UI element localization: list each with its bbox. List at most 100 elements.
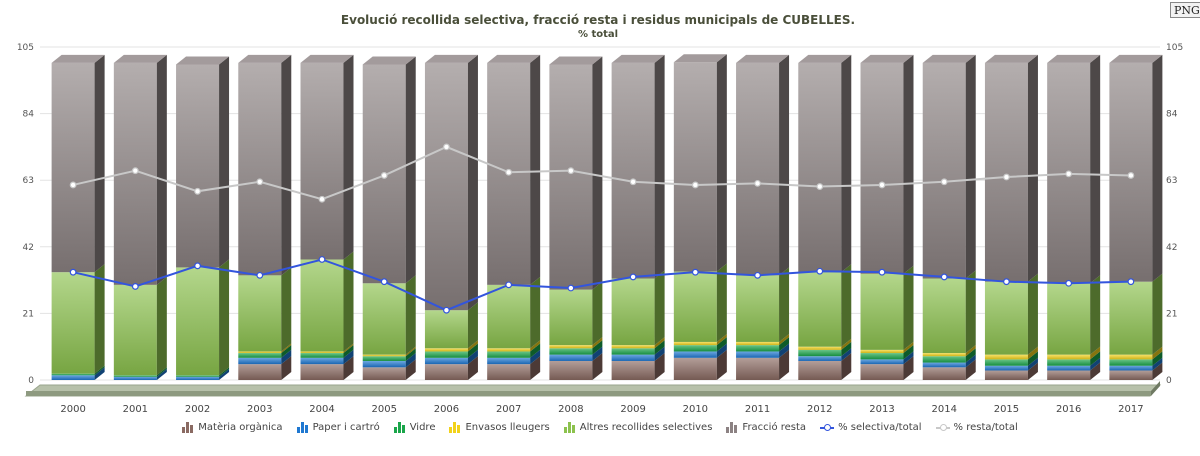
line-point[interactable]: [380, 278, 388, 286]
bar-segment[interactable]: [424, 357, 468, 365]
bar-segment[interactable]: [424, 62, 468, 311]
bar-segment[interactable]: [176, 64, 220, 268]
bar-segment[interactable]: [922, 353, 966, 357]
bar-segment[interactable]: [611, 345, 655, 349]
bar-segment[interactable]: [238, 357, 282, 365]
bar-segment[interactable]: [300, 351, 344, 354]
line-point[interactable]: [256, 178, 264, 186]
bar-segment[interactable]: [1109, 365, 1153, 371]
bar-stack-2002[interactable]: [176, 56, 230, 380]
bar-segment[interactable]: [487, 284, 531, 349]
line-point[interactable]: [131, 167, 139, 175]
line-point[interactable]: [691, 181, 699, 189]
bar-segment[interactable]: [1047, 359, 1091, 366]
bar-segment[interactable]: [860, 273, 904, 350]
bar-segment[interactable]: [424, 364, 468, 380]
bar-segment[interactable]: [984, 370, 1028, 380]
bar-segment[interactable]: [424, 310, 468, 349]
bar-segment[interactable]: [362, 367, 406, 380]
bar-segment[interactable]: [922, 62, 966, 279]
line-point[interactable]: [691, 268, 699, 276]
bar-segment[interactable]: [611, 354, 655, 361]
bar-segment[interactable]: [238, 353, 282, 358]
line-point[interactable]: [816, 267, 824, 275]
bar-segment[interactable]: [1047, 354, 1091, 360]
line-point[interactable]: [754, 271, 761, 279]
bar-segment[interactable]: [984, 62, 1028, 282]
line-point[interactable]: [318, 256, 326, 263]
bar-segment[interactable]: [922, 278, 966, 354]
line-point[interactable]: [878, 181, 886, 189]
bar-segment[interactable]: [922, 367, 966, 380]
bar-segment[interactable]: [300, 357, 344, 365]
line-point[interactable]: [629, 273, 637, 281]
line-point[interactable]: [1003, 173, 1010, 181]
bar-stack-2016[interactable]: [1047, 54, 1101, 380]
bar-segment[interactable]: [51, 373, 95, 376]
bar-segment[interactable]: [300, 259, 344, 352]
line-point[interactable]: [1127, 278, 1135, 286]
bar-segment[interactable]: [798, 346, 842, 350]
bar-segment[interactable]: [673, 351, 717, 358]
bar-segment[interactable]: [300, 353, 344, 358]
bar-segment[interactable]: [300, 62, 344, 260]
bar-stack-2011[interactable]: [736, 54, 790, 380]
bar-segment[interactable]: [549, 345, 593, 349]
png-export-button[interactable]: PNG: [1170, 2, 1200, 18]
bar-segment[interactable]: [736, 357, 780, 380]
line-point[interactable]: [1065, 170, 1073, 178]
bar-segment[interactable]: [300, 364, 344, 380]
line-point[interactable]: [629, 178, 637, 186]
bar-segment[interactable]: [176, 375, 220, 377]
line-point[interactable]: [567, 167, 575, 175]
bar-segment[interactable]: [113, 375, 157, 377]
line-point[interactable]: [256, 271, 264, 279]
legend-item[interactable]: Matèria orgànica: [182, 422, 283, 433]
legend-item[interactable]: Altres recollides selectives: [563, 422, 712, 433]
line-point[interactable]: [1003, 278, 1010, 286]
bar-segment[interactable]: [238, 62, 282, 276]
bar-segment[interactable]: [51, 272, 95, 374]
bar-stack-2012[interactable]: [798, 54, 852, 380]
bar-segment[interactable]: [238, 351, 282, 354]
line-point[interactable]: [69, 268, 77, 276]
bar-segment[interactable]: [611, 278, 655, 346]
bar-segment[interactable]: [798, 62, 842, 273]
bar-segment[interactable]: [736, 62, 780, 276]
bar-stack-2017[interactable]: [1109, 54, 1163, 380]
bar-segment[interactable]: [1047, 370, 1091, 380]
bar-stack-2005[interactable]: [362, 56, 416, 380]
bar-segment[interactable]: [798, 356, 842, 361]
bar-segment[interactable]: [487, 351, 531, 358]
bar-segment[interactable]: [362, 356, 406, 361]
bar-segment[interactable]: [798, 272, 842, 347]
bar-segment[interactable]: [798, 360, 842, 380]
bar-segment[interactable]: [487, 364, 531, 380]
bar-segment[interactable]: [549, 348, 593, 355]
bar-segment[interactable]: [673, 62, 717, 272]
bar-segment[interactable]: [1047, 283, 1091, 355]
line-point[interactable]: [1127, 172, 1135, 179]
bar-segment[interactable]: [611, 360, 655, 380]
legend-item[interactable]: Paper i cartró: [296, 422, 380, 433]
bar-segment[interactable]: [673, 341, 717, 346]
bar-stack-2007[interactable]: [487, 54, 541, 380]
bar-segment[interactable]: [673, 357, 717, 380]
bar-segment[interactable]: [487, 348, 531, 352]
bar-segment[interactable]: [362, 283, 406, 355]
bar-segment[interactable]: [1047, 365, 1091, 371]
line-point[interactable]: [318, 195, 326, 203]
line-point[interactable]: [940, 178, 948, 186]
line-point[interactable]: [443, 306, 450, 314]
bar-segment[interactable]: [611, 62, 655, 279]
bar-segment[interactable]: [113, 284, 157, 376]
bar-segment[interactable]: [673, 345, 717, 352]
bar-segment[interactable]: [1109, 281, 1153, 355]
line-point[interactable]: [131, 283, 139, 290]
bar-stack-2013[interactable]: [860, 54, 914, 380]
bar-segment[interactable]: [860, 349, 904, 354]
legend-item[interactable]: Vidre: [393, 422, 435, 433]
line-point[interactable]: [380, 172, 388, 179]
line-point[interactable]: [878, 268, 886, 276]
bar-segment[interactable]: [176, 376, 220, 380]
